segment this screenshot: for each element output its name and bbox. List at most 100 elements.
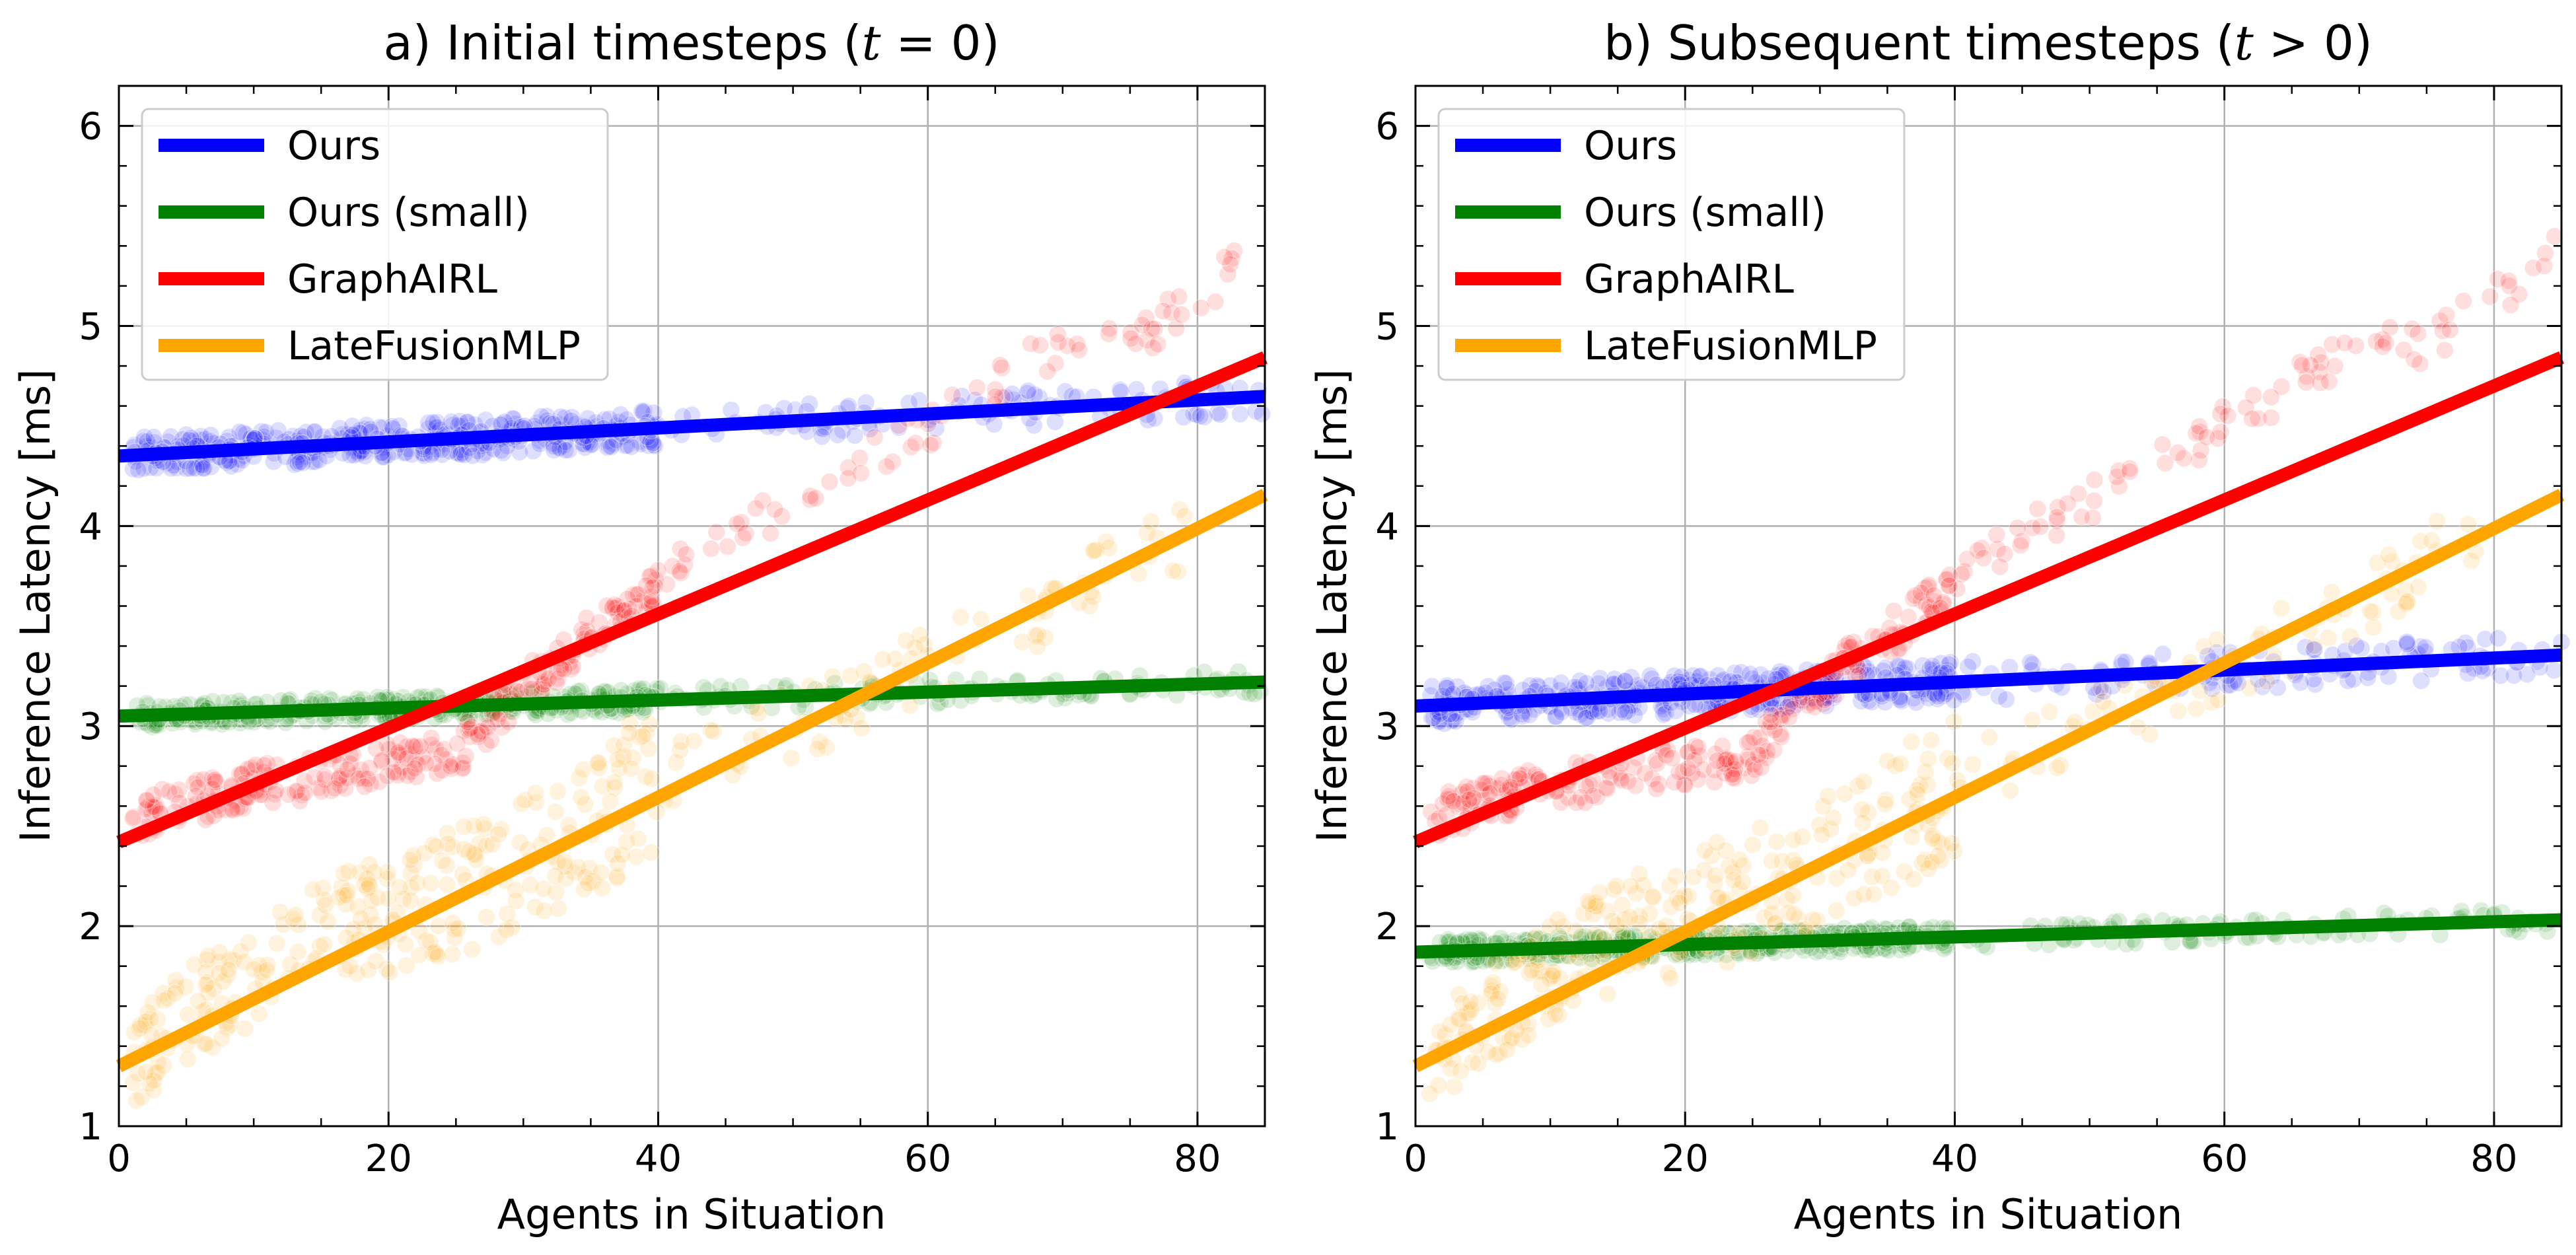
panel-b-point-latefusionmlp	[2379, 546, 2398, 564]
panel-b-point-latefusionmlp	[1819, 787, 1838, 806]
panel-b-point-ours	[1997, 690, 2016, 709]
panel-a-point-ours	[458, 413, 476, 431]
panel-b-ytick-label: 5	[1375, 305, 1399, 348]
panel-a-point-graphairl	[384, 763, 403, 782]
panel-a-point-graphairl	[986, 387, 1005, 406]
panel-a-point-ours	[194, 459, 213, 478]
panel-a-point-ours	[602, 437, 621, 456]
panel-b-point-latefusionmlp	[2001, 781, 2020, 800]
panel-a-point-ours	[415, 446, 434, 465]
panel-a-point-ours	[451, 445, 470, 464]
panel-b-point-graphairl	[2480, 287, 2499, 306]
panel-b-point-latefusionmlp	[2462, 552, 2481, 570]
panel-a-point-ours	[476, 411, 495, 429]
panel-b-point-latefusionmlp	[2186, 699, 2205, 718]
panel-a-point-graphairl	[1122, 329, 1140, 348]
panel-a-xtick-label: 80	[1174, 1137, 1221, 1180]
panel-a-point-latefusionmlp	[605, 773, 624, 792]
panel-a-point-latefusionmlp	[410, 946, 429, 964]
panel-b-point-latefusionmlp	[2422, 531, 2441, 550]
panel-b-point-graphairl	[2242, 410, 2262, 428]
panel-a-point-ours	[135, 427, 154, 447]
panel-a-point-latefusionmlp	[526, 783, 545, 803]
panel-a-point-ours	[423, 413, 443, 432]
panel-a-point-graphairl	[577, 608, 596, 628]
panel-a-point-ours	[185, 458, 203, 478]
panel-a-point-latefusionmlp	[196, 975, 215, 994]
panel-a-point-graphairl	[615, 601, 634, 620]
panel-b-point-latefusionmlp	[1902, 733, 1921, 751]
panel-a-ytick-label: 6	[79, 106, 102, 149]
panel-a-point-ours	[291, 452, 310, 472]
panel-b-point-latefusionmlp	[2361, 602, 2380, 620]
panel-a-point-graphairl	[1099, 324, 1118, 343]
panel-b-point-latefusionmlp	[1838, 861, 1857, 880]
panel-a-point-ours	[556, 441, 575, 460]
panel-b-point-graphairl	[2409, 324, 2427, 343]
panel-a-point-ours	[494, 443, 513, 462]
panel-b-point-graphairl	[1749, 745, 1768, 764]
panel-b-legend-label: Ours (small)	[1584, 190, 1826, 236]
panel-b-point-latefusionmlp	[1945, 712, 1963, 731]
panel-a-point-latefusionmlp	[600, 792, 620, 811]
panel-b-point-ours	[1591, 701, 1609, 720]
panel-a-point-latefusionmlp	[127, 1091, 146, 1110]
panel-a-point-graphairl	[137, 791, 156, 810]
panel-a-point-ours	[252, 422, 271, 441]
panel-a-point-ours	[559, 441, 579, 460]
panel-a-point-ours	[1018, 384, 1037, 403]
panel-a-point-ours	[176, 459, 196, 478]
panel-b-point-latefusionmlp	[1532, 975, 1551, 994]
panel-b-ytick-label: 3	[1375, 705, 1399, 748]
panel-b-point-latefusionmlp	[1620, 908, 1639, 927]
panel-a-point-latefusionmlp	[334, 864, 353, 882]
panel-a-grid	[119, 86, 1265, 1126]
panel-b-point-graphairl	[2380, 318, 2400, 337]
panel-a-point-graphairl	[1069, 341, 1089, 359]
panel-b-point-latefusionmlp	[2364, 618, 2383, 637]
panel-a-point-ours	[269, 421, 288, 440]
panel-b-point-latefusionmlp	[1709, 888, 1729, 907]
panel-b-point-latefusionmlp	[1784, 830, 1803, 849]
panel-b-point-latefusionmlp	[1724, 871, 1743, 890]
panel-a-point-latefusionmlp	[231, 942, 250, 961]
panel-a-point-latefusionmlp	[613, 845, 631, 864]
panel-a-point-ours	[427, 413, 447, 431]
panel-a-point-latefusionmlp	[448, 919, 468, 938]
panel-a-xlabel: Agents in Situation	[497, 1190, 886, 1238]
panel-a-point-latefusionmlp	[362, 892, 380, 910]
panel-b-point-graphairl	[1974, 549, 1993, 567]
panel-b-point-latefusionmlp	[1902, 828, 1921, 847]
panel-a-point-ours	[562, 408, 581, 427]
panel-b-point-graphairl	[2156, 454, 2174, 473]
panel-a-point-ours	[828, 425, 847, 445]
panel-b-xtick-label: 0	[1404, 1137, 1427, 1180]
panel-a-point-ours	[1231, 405, 1250, 423]
panel-a-point-graphairl	[468, 725, 487, 744]
panel-b-point-graphairl	[2377, 334, 2395, 352]
panel-a-point-ours	[419, 413, 438, 432]
panel-a-point-graphairl	[643, 578, 662, 597]
panel-a-point-graphairl	[921, 436, 940, 454]
panel-a-point-ours	[1174, 408, 1193, 427]
panel-a-point-graphairl	[325, 779, 344, 798]
panel-a-point-graphairl	[1154, 302, 1172, 320]
panel-b-point-latefusionmlp	[1812, 826, 1831, 844]
panel-b-ytick-label: 6	[1375, 106, 1399, 149]
panel-b-point-ours	[1577, 674, 1596, 693]
panel-a-point-latefusionmlp	[250, 1004, 268, 1023]
panel-b-point-ours	[2416, 638, 2435, 657]
panel-b: 0 20 40 60 80 1 2 3 4 5 6 Ours Ours (small) GraphAIR…	[1308, 15, 2571, 1238]
panel-a-point-ours	[504, 410, 523, 428]
panel-b-point-ours	[1616, 703, 1635, 722]
panel-a-point-latefusionmlp	[555, 853, 574, 871]
panel-a-point-graphairl	[701, 539, 721, 558]
panel-b-point-graphairl	[2499, 271, 2518, 291]
panel-b-point-latefusionmlp	[1873, 843, 1892, 862]
panel-a-point-latefusionmlp	[874, 650, 892, 669]
panel-a-point-ours	[985, 415, 1003, 434]
panel-a-point-ours	[524, 441, 543, 460]
panel-b-point-latefusionmlp	[1876, 795, 1894, 814]
panel-a-point-graphairl	[355, 777, 374, 796]
panel-a-ytick-label: 4	[79, 505, 102, 548]
